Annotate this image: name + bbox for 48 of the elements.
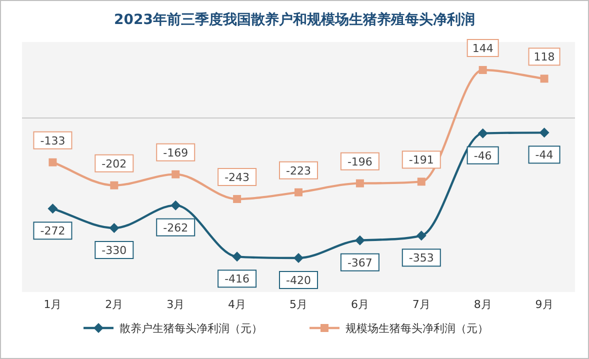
point [354,235,365,246]
data-label: -191 [408,154,434,167]
point [478,66,487,74]
point [539,128,550,138]
point [417,178,426,186]
data-label: 118 [534,50,555,64]
point [478,128,488,138]
data-label: -196 [347,155,372,168]
data-label: 144 [472,42,494,55]
data-label: -133 [40,134,66,148]
x-tick-label: 7月 [412,298,430,311]
x-tick-label: 6月 [350,298,369,311]
point [232,252,242,262]
point [233,195,242,203]
data-label: -46 [474,149,492,162]
data-label: -243 [224,171,250,184]
x-tick-label: 1月 [44,298,62,311]
data-label: -202 [102,157,127,170]
point [294,253,304,263]
legend-label: 散养户生猪每头净利润（元） [120,322,262,335]
data-label: -330 [102,244,127,257]
data-label: -367 [347,256,372,270]
data-label: -420 [286,274,311,287]
point [48,158,57,166]
point [356,179,364,188]
point [109,223,120,233]
legend-label: 规模场生猪每头净利润（元） [346,322,488,335]
point [172,170,180,178]
x-tick-label: 4月 [228,298,246,311]
data-label: -272 [40,224,66,238]
data-label: -416 [224,272,250,286]
data-label: -262 [163,221,188,234]
data-label: -44 [535,148,554,162]
point [416,230,426,241]
x-tick-label: 2月 [105,298,124,311]
x-tick-label: 9月 [535,298,554,311]
x-tick-label: 8月 [474,298,492,311]
x-tick-label: 3月 [166,298,185,311]
chart-title: 2023年前三季度我国散养户和规模场生猪养殖每头净利润 [114,11,475,28]
point [48,204,58,214]
x-tick-label: 5月 [290,298,308,311]
data-label: -223 [286,164,311,178]
point [540,74,548,83]
point [294,188,302,196]
data-label: -169 [163,146,188,160]
point [170,200,181,210]
data-label: -353 [408,252,434,265]
point [110,181,118,190]
